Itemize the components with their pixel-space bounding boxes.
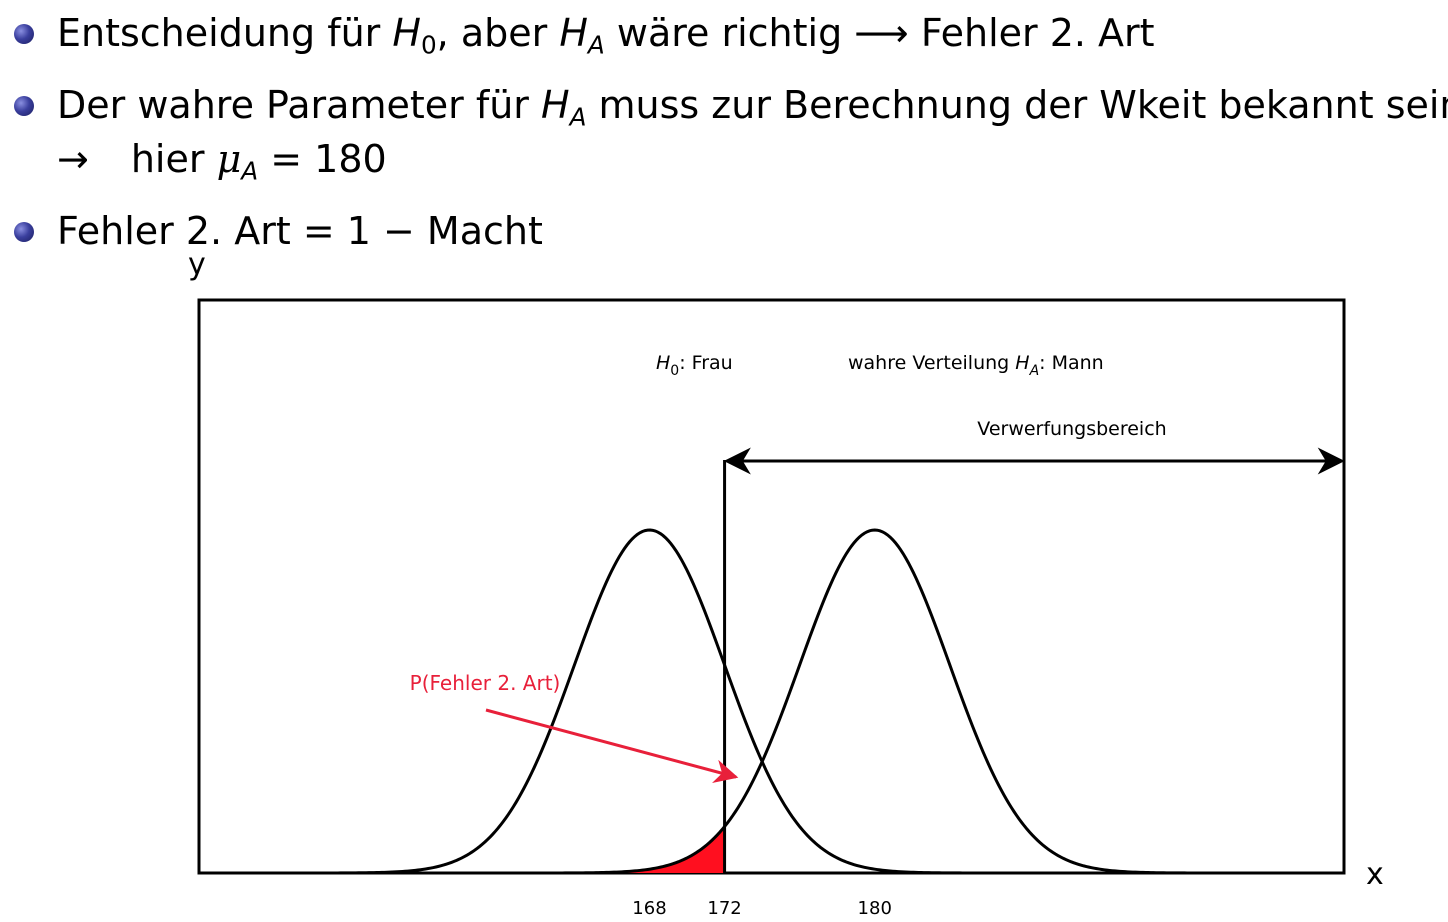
ha-symbol: H (559, 11, 588, 55)
bullet-dot-icon (14, 24, 34, 44)
mu-symbol: μ (216, 137, 242, 181)
h0-label: H0: Frau (656, 352, 733, 379)
rejection-region-label: Verwerfungsbereich (977, 418, 1166, 440)
bullet-1-post: wäre richtig ⟶ Fehler 2. Art (604, 11, 1155, 55)
bullet-2-eq: = 180 (258, 137, 387, 181)
bullet-1-pre: Entscheidung für (57, 11, 393, 55)
x-tick-168: 168 (632, 898, 666, 919)
x-axis-label: x (1366, 857, 1384, 892)
arrow-icon: → (57, 137, 89, 181)
type-2-error-arrow (485, 708, 739, 783)
x-tick-172: 172 (707, 898, 741, 919)
h0-curve (255, 528, 1288, 875)
bullet-dot-icon (14, 222, 34, 242)
ha-sub: A (587, 30, 605, 60)
bullet-2-text: Der wahre Parameter für HA muss zur Bere… (57, 83, 1448, 129)
type-2-error-area (274, 826, 725, 873)
x-tick-180: 180 (858, 898, 892, 919)
bullet-2-pre: Der wahre Parameter für (57, 83, 541, 127)
ha-label: wahre Verteilung HA: Mann (848, 352, 1104, 379)
bullet-dot-icon (14, 96, 34, 116)
mu-sub: A (241, 156, 259, 186)
bullet-2-line2: → hier μA = 180 (57, 137, 387, 183)
bullet-3-text: Fehler 2. Art = 1 − Macht (57, 209, 543, 253)
bullet-2-post: muss zur Berechnung der Wkeit bekannt se… (586, 83, 1448, 127)
y-axis-label: y (188, 247, 206, 282)
h0-symbol: H (392, 11, 421, 55)
ha-curve (255, 528, 1288, 875)
bullet-1-mid: , aber (436, 11, 560, 55)
h0-sub: 0 (420, 30, 437, 60)
ha-symbol: H (540, 83, 570, 127)
type-2-error-label: P(Fehler 2. Art) (410, 671, 561, 695)
plot-frame (197, 298, 1346, 875)
bullet-1-text: Entscheidung für H0, aber HA wäre richti… (57, 11, 1155, 57)
bullet-2-hier: hier (130, 137, 217, 181)
ha-sub: A (569, 102, 587, 132)
